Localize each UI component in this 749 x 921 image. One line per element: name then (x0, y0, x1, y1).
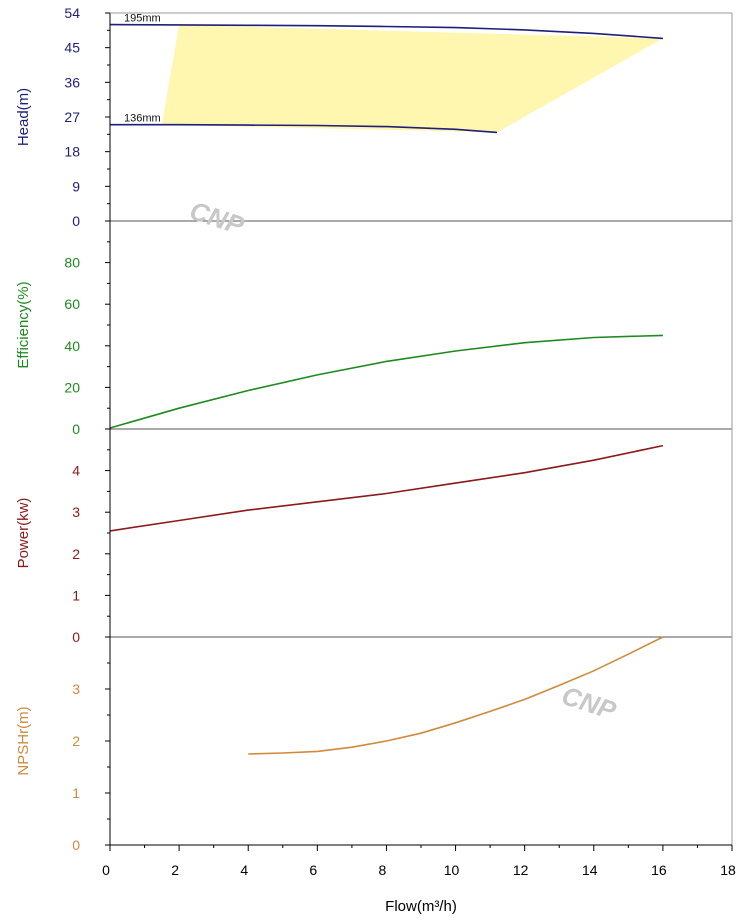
x-tick-label: 10 (444, 862, 460, 878)
y-axis-title: Head(m) (15, 88, 32, 146)
y-tick-label: 36 (64, 74, 80, 90)
series-line-power (109, 444, 664, 532)
panel-power: 0 1 2 3 4 Power(kw) (15, 444, 732, 645)
y-tick-label: 3 (72, 504, 80, 520)
x-tick-label: 14 (582, 862, 598, 878)
y-axis-title: Power(kw) (15, 498, 32, 569)
y-tick-label: 0 (72, 837, 80, 853)
y-tick-label: 0 (72, 213, 80, 229)
x-tick-label: 0 (102, 862, 110, 878)
y-tick-label: 2 (72, 733, 80, 749)
y-tick-label: 60 (64, 296, 80, 312)
panel-efficiency: 0 20 40 60 80 Efficiency(%) (15, 241, 732, 437)
y-tick-label: 18 (64, 144, 80, 160)
x-tick-label: 16 (651, 862, 667, 878)
y-tick-label: 0 (72, 421, 80, 437)
x-tick-label: 12 (513, 862, 529, 878)
operating-region (161, 24, 663, 133)
y-tick-label: 80 (64, 255, 80, 271)
watermark: CNP (558, 680, 620, 726)
x-axis-title: Flow(m³/h) (385, 898, 457, 915)
curve-label-195mm: 195mm (124, 13, 161, 25)
y-tick-label: 20 (64, 379, 80, 395)
y-tick-label: 54 (64, 5, 80, 21)
series-line-195mm (109, 23, 663, 40)
y-tick-label: 40 (64, 338, 80, 354)
panel-npshr: 0 1 2 3 NPSHr(m) (15, 636, 664, 853)
series-line-npshr (248, 636, 664, 755)
plot-layer: 091827364554Head(m)195mm136mm020406080Ef… (15, 5, 736, 915)
x-tick-label: 8 (379, 862, 387, 878)
x-tick-label: 2 (171, 862, 179, 878)
y-tick-label: 1 (72, 785, 80, 801)
y-tick-label: 45 (64, 40, 80, 56)
y-tick-label: 3 (72, 681, 80, 697)
watermark: CNP (186, 195, 248, 241)
series-line-136mm (110, 123, 498, 134)
y-axis-title: Efficiency(%) (15, 281, 32, 368)
panel-head: 0 9 18 27 36 45 54 Head(m) 195mm 136mm (15, 5, 732, 229)
x-tick-label: 18 (720, 862, 736, 878)
x-tick-label: 4 (240, 862, 248, 878)
y-tick-label: 9 (72, 178, 80, 194)
y-axis-title: NPSHr(m) (15, 706, 32, 775)
curve-label-136mm: 136mm (124, 113, 161, 125)
y-tick-label: 2 (72, 546, 80, 562)
y-tick-label: 1 (72, 587, 80, 603)
x-tick-label: 6 (309, 862, 317, 878)
series-line-efficiency (109, 334, 663, 429)
y-tick-label: 0 (72, 629, 80, 645)
y-tick-label: 27 (64, 109, 80, 125)
y-tick-label: 4 (72, 463, 80, 479)
